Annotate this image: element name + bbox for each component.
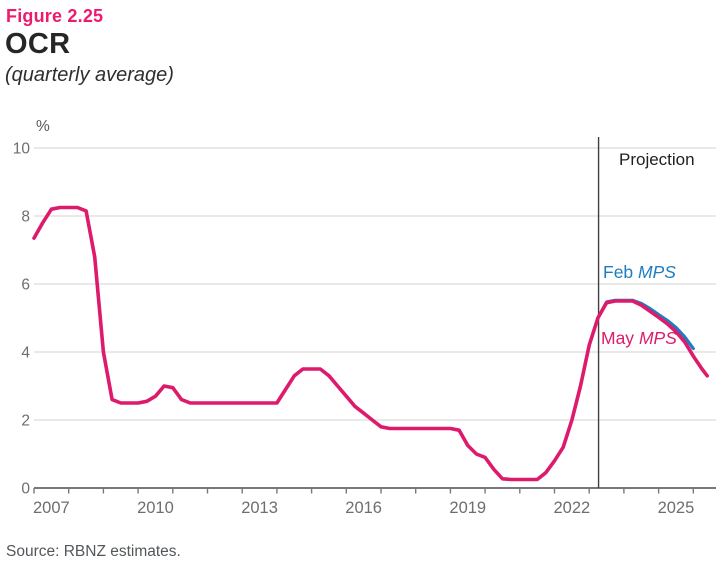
y-axis-unit-label: % [36,118,50,135]
x-tick-label-2013: 2013 [241,499,278,517]
figure-label: Figure 2.25 [6,6,104,26]
y-tick-label-4: 4 [21,345,30,362]
x-tick-label-2016: 2016 [345,499,382,517]
y-tick-label-2: 2 [21,413,30,430]
source-note: Source: RBNZ estimates. [6,543,181,560]
y-tick-label-8: 8 [21,209,30,226]
chart-subtitle: (quarterly average) [5,64,174,86]
x-tick-label-2019: 2019 [449,499,486,517]
y-tick-label-10: 10 [13,141,31,158]
x-tick-label-2022: 2022 [553,499,590,517]
x-tick-label-2010: 2010 [137,499,174,517]
annotation-may_mps: May MPS [601,328,677,348]
page-title: OCR [5,28,71,60]
x-tick-label-2025: 2025 [658,499,695,517]
projection-label: Projection [619,150,695,169]
y-tick-label-6: 6 [21,277,30,294]
annotation-feb_mps: Feb MPS [603,262,676,282]
x-tick-label-2007: 2007 [33,499,70,517]
series-line-may_mps [32,205,710,482]
y-tick-label-0: 0 [21,481,30,498]
